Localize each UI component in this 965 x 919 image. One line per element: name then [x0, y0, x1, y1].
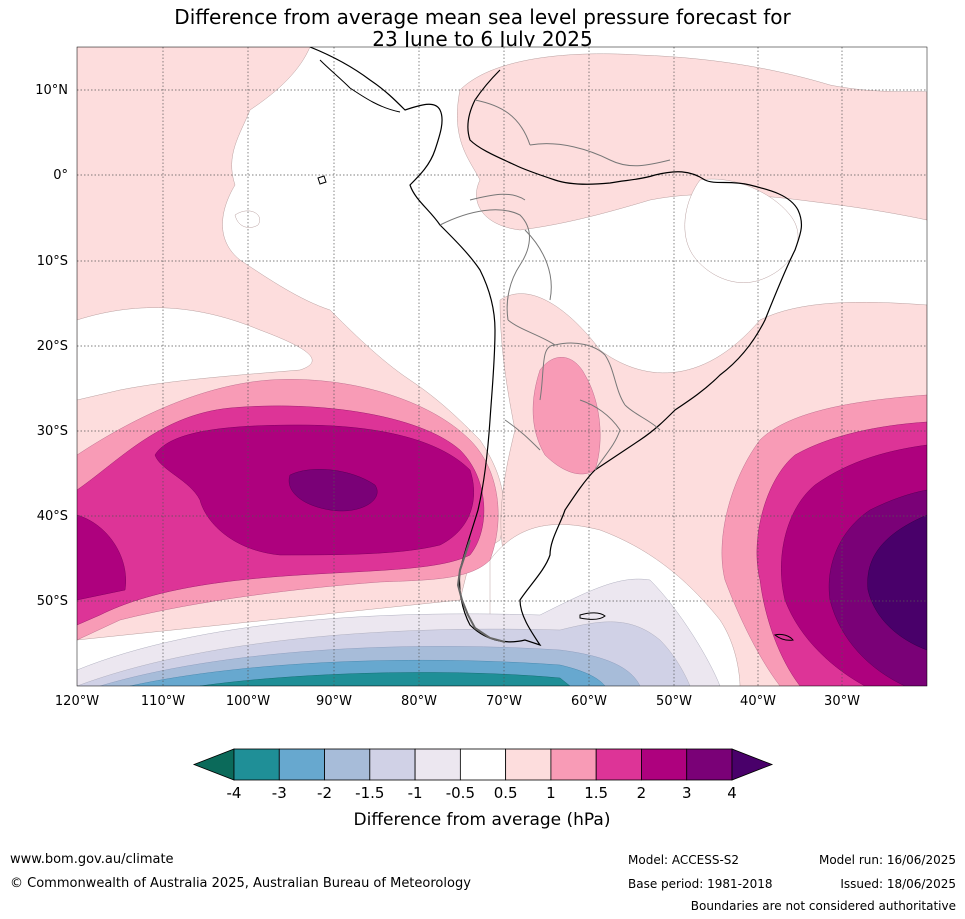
lon-tick-label: 30°W: [824, 694, 860, 709]
lon-tick-label: 70°W: [486, 694, 522, 709]
colorbar-extend-high: [731, 748, 774, 781]
contour-minus-3: [199, 672, 571, 686]
country-borders: [439, 99, 671, 471]
falkland-islands: [579, 612, 606, 620]
issued-text: Issued: 18/06/2025: [840, 877, 956, 891]
disclaimer-text: Boundaries are not considered authoritat…: [690, 899, 956, 913]
colorbar-tick-label: -2: [317, 784, 332, 802]
colorbar-swatch: [686, 748, 733, 781]
contour-above-4-east: [867, 514, 927, 651]
colorbar-swatch: [414, 748, 461, 781]
lon-tick-label: 50°W: [656, 694, 692, 709]
contour-3-4-west: [288, 469, 378, 512]
title-line-1: Difference from average mean sea level p…: [174, 5, 791, 29]
colorbar-swatch: [324, 748, 371, 781]
lat-tick-label: 0°: [53, 168, 68, 183]
colorbar-swatch: [641, 748, 688, 781]
colorbar-swatch: [369, 748, 416, 781]
copyright-text: © Commonwealth of Australia 2025, Austra…: [10, 876, 471, 891]
south-georgia-island: [773, 633, 794, 641]
lat-tick-label: 10°S: [37, 254, 68, 269]
lat-tick-label: 20°S: [37, 339, 68, 354]
colorbar-tick-label: -1: [408, 784, 423, 802]
lon-tick-label: 80°W: [401, 694, 437, 709]
colorbar-tick-label: -3: [272, 784, 287, 802]
colorbar-tick-label: -0.5: [446, 784, 475, 802]
graticule: [77, 47, 927, 686]
colorbar-label: Difference from average (hPa): [354, 810, 611, 830]
lon-tick-label: 100°W: [226, 694, 270, 709]
contour-white-pocket-west: [77, 307, 313, 401]
contour-white-pocket-2: [234, 210, 260, 228]
colorbar-extend-low: [192, 748, 235, 781]
colorbar-tick-label: 1: [546, 784, 556, 802]
lon-tick-label: 110°W: [141, 694, 185, 709]
lon-tick-label: 60°W: [571, 694, 607, 709]
colorbar-tick-label: -1.5: [355, 784, 384, 802]
lon-tick-label: 40°W: [740, 694, 776, 709]
lon-tick-label: 90°W: [316, 694, 352, 709]
colorbar-tick-label: 2: [637, 784, 647, 802]
lat-tick-label: 30°S: [37, 424, 68, 439]
colorbar-swatch: [278, 748, 325, 781]
map-frame: [76, 46, 928, 687]
colorbar-swatch: [595, 748, 642, 781]
galapagos-islands: [317, 175, 327, 185]
colorbar-tick-label: 4: [727, 784, 737, 802]
contour-0.5-1-north: [457, 53, 927, 231]
colorbar-tick-label: 3: [682, 784, 692, 802]
website-link[interactable]: www.bom.gov.au/climate: [10, 852, 174, 867]
south-america-coastline: [309, 47, 803, 647]
lat-tick-label: 50°S: [37, 594, 68, 609]
colorbar-tick-label: 0.5: [494, 784, 518, 802]
contour-white-northeast-brazil: [684, 178, 799, 283]
colorbar-swatch: [233, 748, 280, 781]
lat-tick-label: 10°N: [35, 83, 68, 98]
central-america-coastline: [319, 59, 401, 113]
base-period-text: Base period: 1981-2018: [628, 877, 773, 891]
colorbar-swatch: [459, 748, 507, 781]
lat-tick-label: 40°S: [37, 509, 68, 524]
map-area: [77, 47, 927, 686]
colorbar: -4 -3 -2 -1.5 -1 -0.5 0.5 1 1.5 2 3 4: [192, 748, 774, 802]
colorbar-tick-label: -4: [227, 784, 242, 802]
colorbar-swatch: [505, 748, 552, 781]
colorbar-tick-label: 1.5: [584, 784, 608, 802]
lon-tick-label: 120°W: [55, 694, 99, 709]
model-run-text: Model run: 16/06/2025: [818, 853, 956, 867]
chilean-fjords: [456, 539, 506, 643]
contour-2-3-west: [77, 424, 474, 601]
model-text: Model: ACCESS-S2: [628, 853, 740, 867]
colorbar-swatch: [550, 748, 597, 781]
